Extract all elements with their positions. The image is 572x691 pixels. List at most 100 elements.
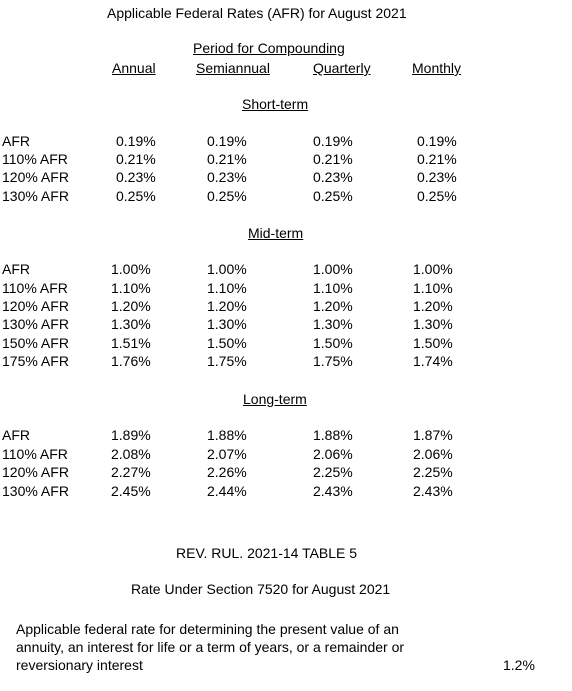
column-header-semiannual: Semiannual [196,60,270,76]
cell-monthly: 0.23% [417,169,457,185]
section-7520-description-line: annuity, an interest for life or a term … [16,639,405,655]
row-label: 120% AFR [2,298,69,314]
cell-quarterly: 1.00% [313,261,353,277]
cell-monthly: 1.30% [413,316,453,332]
cell-quarterly: 1.50% [313,335,353,351]
cell-annual: 1.20% [111,298,151,314]
row-label: 110% AFR [2,151,68,167]
table-row: 130% AFR 0.25% 0.25% 0.25% 0.25% [0,188,572,206]
cell-quarterly: 2.06% [313,446,353,462]
table-row: AFR 0.19% 0.19% 0.19% 0.19% [0,133,572,151]
cell-semiannual: 0.21% [207,151,247,167]
cell-annual: 1.76% [111,353,151,369]
section-7520-title: Rate Under Section 7520 for August 2021 [131,581,391,597]
compounding-group-header: Period for Compounding [193,40,345,56]
cell-quarterly: 2.43% [313,483,353,499]
column-header-monthly: Monthly [412,60,462,76]
cell-semiannual: 2.26% [207,464,247,480]
row-label: 110% AFR [2,446,68,462]
cell-monthly: 0.21% [417,151,457,167]
row-label: AFR [2,427,30,443]
cell-monthly: 0.25% [417,188,457,204]
cell-quarterly: 0.25% [313,188,353,204]
cell-annual: 1.89% [111,427,151,443]
cell-annual: 0.23% [116,169,156,185]
cell-annual: 1.00% [111,261,151,277]
cell-quarterly: 0.23% [313,169,353,185]
cell-semiannual: 2.07% [207,446,247,462]
cell-annual: 1.51% [111,335,151,351]
cell-annual: 1.10% [111,280,151,296]
cell-monthly: 1.50% [413,335,453,351]
row-label: 150% AFR [2,335,69,351]
section-7520-rate: 1.2% [503,657,535,673]
section-title-short-term: Short-term [242,96,309,112]
rev-rul-heading: REV. RUL. 2021-14 TABLE 5 [176,545,358,561]
cell-quarterly: 1.10% [313,280,353,296]
table-row: AFR 1.89% 1.88% 1.88% 1.87% [0,427,572,445]
cell-annual: 0.25% [116,188,156,204]
section-title-mid-term: Mid-term [248,225,304,241]
row-label: AFR [2,133,30,149]
row-label: 130% AFR [2,188,69,204]
row-label: 175% AFR [2,353,69,369]
row-label: 110% AFR [2,280,68,296]
table-row: AFR 1.00% 1.00% 1.00% 1.00% [0,261,572,279]
cell-semiannual: 1.20% [207,298,247,314]
cell-semiannual: 0.19% [207,133,247,149]
cell-quarterly: 2.25% [313,464,353,480]
cell-annual: 0.19% [116,133,156,149]
table-row: 110% AFR 2.08% 2.07% 2.06% 2.06% [0,446,572,464]
cell-quarterly: 1.20% [313,298,353,314]
cell-monthly: 1.87% [413,427,453,443]
cell-semiannual: 1.10% [207,280,247,296]
cell-semiannual: 1.88% [207,427,247,443]
row-label: 120% AFR [2,169,69,185]
cell-annual: 1.30% [111,316,151,332]
cell-semiannual: 2.44% [207,483,247,499]
column-header-annual: Annual [112,60,156,76]
row-label: AFR [2,261,30,277]
cell-monthly: 0.19% [417,133,457,149]
cell-quarterly: 1.75% [313,353,353,369]
column-header-quarterly: Quarterly [313,60,371,76]
cell-quarterly: 1.30% [313,316,353,332]
cell-quarterly: 0.21% [313,151,353,167]
section-title-long-term: Long-term [243,391,307,407]
cell-quarterly: 1.88% [313,427,353,443]
cell-semiannual: 1.30% [207,316,247,332]
cell-semiannual: 1.50% [207,335,247,351]
cell-semiannual: 1.75% [207,353,247,369]
cell-monthly: 2.06% [413,446,453,462]
cell-semiannual: 0.23% [207,169,247,185]
cell-quarterly: 0.19% [313,133,353,149]
cell-monthly: 1.10% [413,280,453,296]
cell-monthly: 2.43% [413,483,453,499]
row-label: 130% AFR [2,483,69,499]
table-row: 110% AFR 1.10% 1.10% 1.10% 1.10% [0,280,572,298]
section-7520-description-line: Applicable federal rate for determining … [16,621,399,637]
table-row: 150% AFR 1.51% 1.50% 1.50% 1.50% [0,335,572,353]
table-row: 175% AFR 1.76% 1.75% 1.75% 1.74% [0,353,572,371]
cell-monthly: 2.25% [413,464,453,480]
cell-annual: 2.08% [111,446,151,462]
cell-annual: 2.45% [111,483,151,499]
table-row: 130% AFR 2.45% 2.44% 2.43% 2.43% [0,483,572,501]
page-title: Applicable Federal Rates (AFR) for Augus… [107,5,407,21]
section-7520-description-line: reversionary interest [16,657,143,673]
cell-semiannual: 1.00% [207,261,247,277]
cell-annual: 0.21% [116,151,156,167]
cell-monthly: 1.20% [413,298,453,314]
cell-monthly: 1.74% [413,353,453,369]
cell-semiannual: 0.25% [207,188,247,204]
table-row: 110% AFR 0.21% 0.21% 0.21% 0.21% [0,151,572,169]
table-row: 120% AFR 2.27% 2.26% 2.25% 2.25% [0,464,572,482]
row-label: 130% AFR [2,316,69,332]
cell-monthly: 1.00% [413,261,453,277]
row-label: 120% AFR [2,464,69,480]
cell-annual: 2.27% [111,464,151,480]
table-row: 130% AFR 1.30% 1.30% 1.30% 1.30% [0,316,572,334]
table-row: 120% AFR 1.20% 1.20% 1.20% 1.20% [0,298,572,316]
table-row: 120% AFR 0.23% 0.23% 0.23% 0.23% [0,169,572,187]
